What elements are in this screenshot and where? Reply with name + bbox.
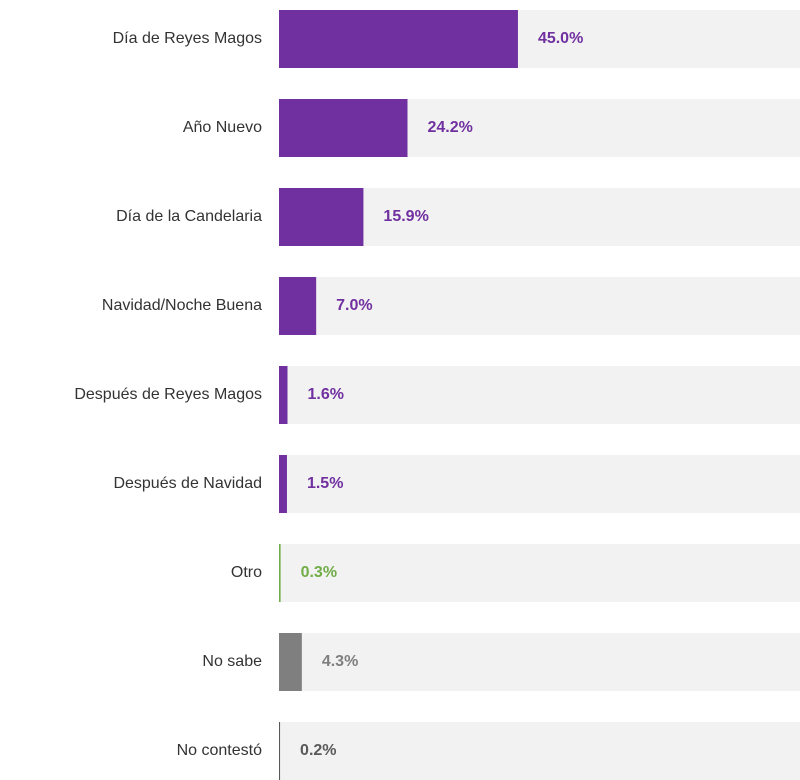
bar (279, 722, 281, 780)
bar (279, 633, 302, 691)
category-label: No sabe (202, 653, 262, 670)
category-label: Otro (231, 564, 262, 581)
category-label: No contestó (177, 742, 262, 759)
bar-track (279, 633, 800, 691)
value-label: 1.5% (307, 475, 343, 492)
value-label: 45.0% (538, 30, 583, 47)
category-label: Día de Reyes Magos (113, 30, 262, 47)
bar (279, 544, 281, 602)
bar (279, 455, 287, 513)
value-label: 4.3% (322, 653, 358, 670)
category-label: Año Nuevo (183, 119, 262, 136)
value-label: 7.0% (336, 297, 372, 314)
category-label: Navidad/Noche Buena (102, 297, 262, 314)
bar (279, 188, 364, 246)
bar (279, 277, 317, 335)
bar-track (279, 366, 800, 424)
value-label: 24.2% (428, 119, 473, 136)
category-label: Después de Navidad (113, 475, 262, 492)
bar-track (279, 544, 800, 602)
category-label: Día de la Candelaria (116, 208, 262, 225)
category-label: Después de Reyes Magos (74, 386, 262, 403)
value-label: 15.9% (383, 208, 428, 225)
bar-track (279, 188, 800, 246)
bar-track (279, 722, 800, 780)
value-label: 1.6% (307, 386, 343, 403)
bar (279, 10, 518, 68)
value-label: 0.2% (300, 742, 336, 759)
bar-track (279, 277, 800, 335)
value-label: 0.3% (301, 564, 337, 581)
bar (279, 366, 288, 424)
bar (279, 99, 408, 157)
bar-track (279, 455, 800, 513)
